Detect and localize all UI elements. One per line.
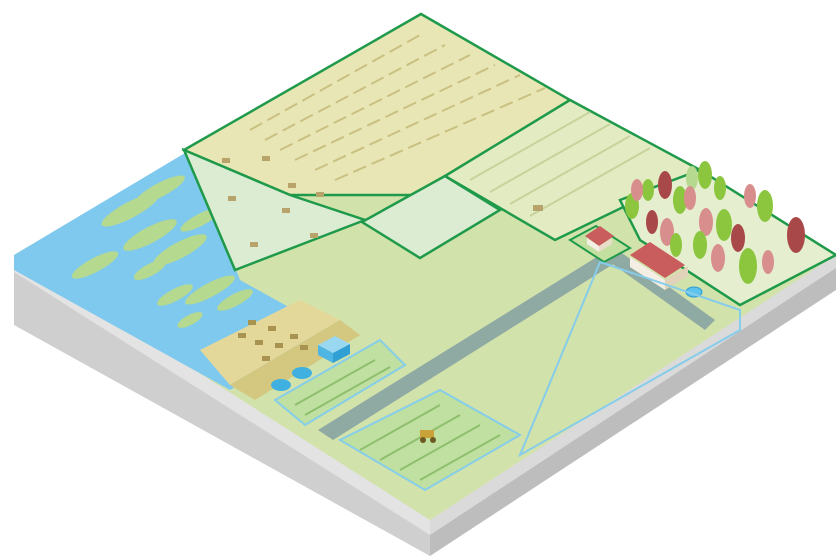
sheep-icon bbox=[222, 156, 324, 247]
cow-icon bbox=[238, 320, 308, 361]
cattle-paddock bbox=[200, 300, 340, 385]
tractor-icon bbox=[420, 430, 436, 443]
tractor-icon bbox=[533, 205, 543, 211]
water-tank-icon bbox=[271, 367, 312, 391]
terrain-base bbox=[14, 255, 836, 556]
wheat-rows bbox=[249, 34, 546, 181]
middle-plot bbox=[359, 174, 503, 260]
farm-road-branch bbox=[600, 248, 715, 330]
terrain-top bbox=[14, 12, 836, 520]
reeds bbox=[71, 175, 253, 328]
shed-icon bbox=[318, 336, 350, 363]
tree-icon bbox=[625, 161, 805, 284]
lower-right-plot bbox=[517, 260, 741, 458]
striped-rows bbox=[469, 111, 651, 217]
base-right-side-band bbox=[430, 255, 836, 535]
farmhouse-icon bbox=[585, 226, 614, 252]
farm-road bbox=[318, 255, 615, 440]
